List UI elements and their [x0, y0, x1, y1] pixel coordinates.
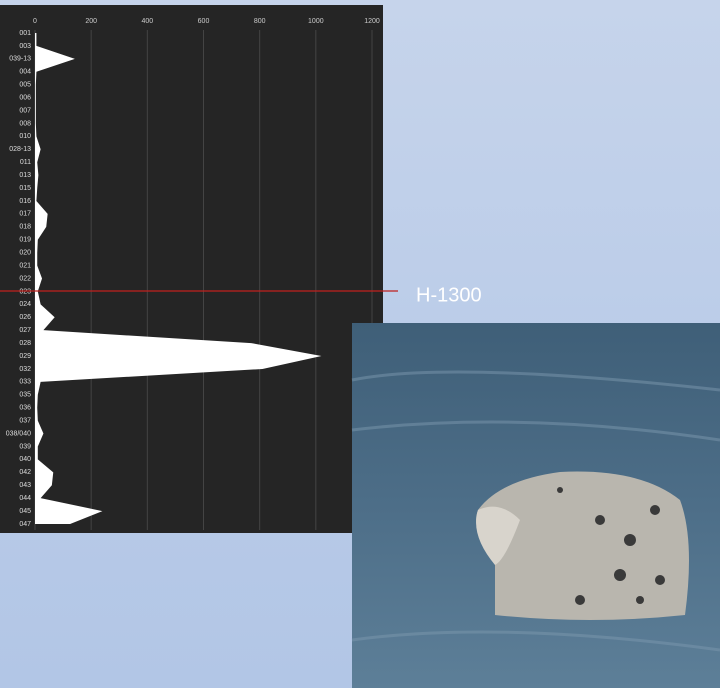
y-tick-label: 029	[19, 353, 31, 360]
y-tick-label: 018	[19, 224, 31, 231]
y-tick-label: 021	[19, 262, 31, 269]
y-tick-label: 020	[19, 250, 31, 257]
y-tick-label: 006	[19, 94, 31, 101]
y-tick-label: 003	[19, 43, 31, 50]
y-tick-label: 028-13	[9, 146, 31, 153]
y-tick-label: 016	[19, 198, 31, 205]
y-tick-label: 040	[19, 456, 31, 463]
y-tick-label: 045	[19, 508, 31, 515]
y-tick-label: 039-13	[9, 56, 31, 63]
y-tick-label: 007	[19, 107, 31, 114]
y-tick-label: 043	[19, 482, 31, 489]
y-tick-label: 008	[19, 120, 31, 127]
y-tick-label: 032	[19, 366, 31, 373]
x-tick-label: 200	[85, 18, 97, 25]
y-tick-label: 035	[19, 392, 31, 399]
y-tick-label: 001	[19, 30, 31, 37]
y-tick-label: 022	[19, 275, 31, 282]
y-tick-label: 028	[19, 340, 31, 347]
x-tick-label: 0	[33, 18, 37, 25]
y-tick-label: 036	[19, 405, 31, 412]
x-tick-label: 600	[198, 18, 210, 25]
y-tick-label: 010	[19, 133, 31, 140]
y-tick-label: 026	[19, 314, 31, 321]
y-tick-label: 044	[19, 495, 31, 502]
x-tick-label: 1000	[308, 18, 324, 25]
y-tick-label: 013	[19, 172, 31, 179]
y-tick-label: 047	[19, 521, 31, 528]
y-tick-label: 015	[19, 185, 31, 192]
y-tick-label: 037	[19, 417, 31, 424]
y-tick-label: 027	[19, 327, 31, 334]
y-tick-label: 024	[19, 301, 31, 308]
x-tick-label: 800	[254, 18, 266, 25]
x-tick-label: 400	[141, 18, 153, 25]
y-tick-label: 039	[19, 443, 31, 450]
y-tick-label: 004	[19, 69, 31, 76]
chart-panel	[0, 5, 383, 533]
y-tick-label: 011	[20, 159, 31, 166]
y-tick-label: 019	[19, 237, 31, 244]
y-tick-label: 033	[19, 379, 31, 386]
y-tick-label: 005	[19, 82, 31, 89]
y-tick-label: 038/040	[6, 430, 31, 437]
seal-photo	[351, 323, 720, 688]
x-tick-label: 1200	[364, 18, 380, 25]
y-tick-label: 042	[19, 469, 31, 476]
y-tick-label: 023	[19, 288, 31, 295]
annotation: H-1300	[416, 284, 482, 306]
y-tick-label: 017	[19, 211, 31, 218]
